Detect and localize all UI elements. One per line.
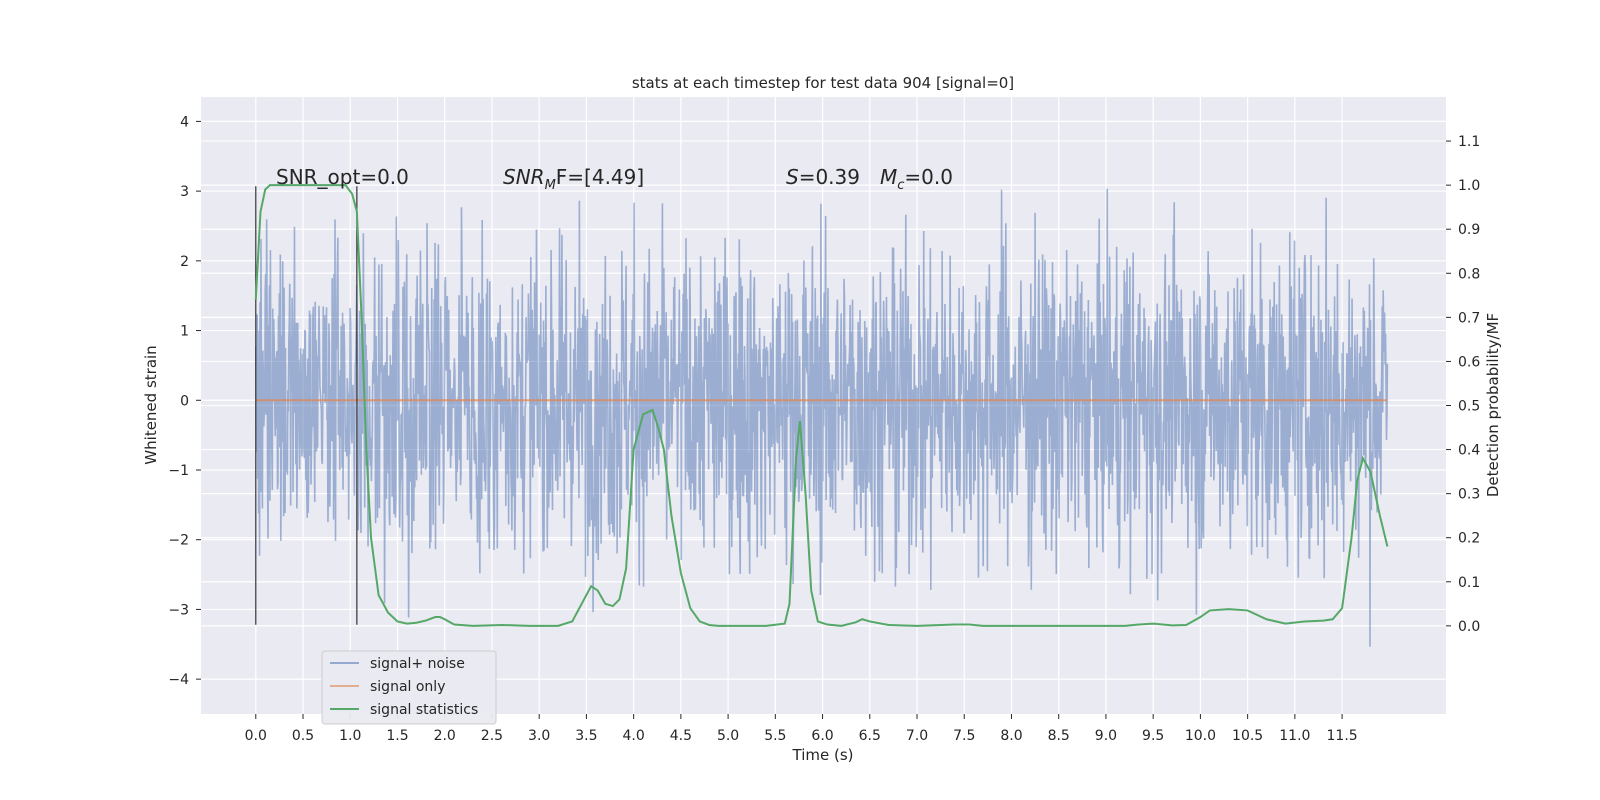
series-signal-noise — [254, 188, 1389, 647]
x-tick-label: 2.5 — [481, 728, 503, 744]
x-tick-label: 7.5 — [953, 728, 975, 744]
x-tick-label: 5.5 — [764, 728, 786, 744]
annotation-snr-opt: SNR_opt=0.0 — [276, 165, 409, 189]
y2-axis-label: Detection probability/MF — [1484, 313, 1502, 497]
x-tick-label: 11.5 — [1327, 728, 1358, 744]
y2-tick-label: 0.9 — [1458, 222, 1480, 238]
y-tick-label: −4 — [168, 672, 189, 688]
y-tick-label: −2 — [168, 533, 189, 549]
x-tick-label: 0.0 — [245, 728, 267, 744]
y2-tick-label: 1.0 — [1458, 178, 1480, 194]
y-axis-ticks: 4 3 2 1 0 −1 −2 −3 −4 — [168, 114, 201, 688]
y2-tick-label: 0.5 — [1458, 399, 1480, 415]
y2-tick-label: 0.6 — [1458, 354, 1480, 370]
y-axis-label: Whitened strain — [142, 345, 160, 464]
annotation-snr-mf: SNRMF=[4.49] — [503, 165, 644, 193]
vertical-markers — [255, 186, 358, 625]
x-tick-label: 6.0 — [811, 728, 833, 744]
x-axis-ticks: 0.0 0.5 1.0 1.5 2.0 2.5 3.0 3.5 4.0 4.5 5.0 5.5 6.0 6… — [245, 714, 1358, 744]
x-tick-label: 10.5 — [1232, 728, 1263, 744]
x-tick-label: 11.0 — [1279, 728, 1310, 744]
x-tick-label: 5.0 — [717, 728, 739, 744]
x-tick-label: 9.5 — [1142, 728, 1164, 744]
legend-box — [321, 650, 497, 725]
y2-axis-ticks: 1.1 1.0 0.9 0.8 0.7 0.6 0.5 0.4 0.3 0.2 0.1 0.0 — [1446, 134, 1480, 635]
chart-title: stats at each timestep for test data 904… — [632, 74, 1014, 92]
y-tick-label: 4 — [180, 114, 189, 130]
legend-entry-signal-noise: signal+ noise — [370, 656, 465, 672]
legend-entry-signal-statistics: signal statistics — [370, 702, 478, 718]
series-signal-statistics — [254, 184, 1389, 627]
y2-tick-label: 0.0 — [1458, 619, 1480, 635]
x-tick-label: 1.5 — [386, 728, 408, 744]
x-tick-label: 3.5 — [575, 728, 597, 744]
y-tick-label: −3 — [168, 602, 189, 618]
x-tick-label: 3.0 — [528, 728, 550, 744]
y2-tick-label: 0.4 — [1458, 443, 1480, 459]
y2-tick-label: 0.1 — [1458, 575, 1480, 591]
annotations: SNR_opt=0.0 SNRMF=[4.49] S=0.39 Mc=0.0 — [276, 165, 953, 193]
y2-tick-label: 0.3 — [1458, 487, 1480, 503]
x-tick-label: 9.0 — [1095, 728, 1117, 744]
annotation-mc: Mc=0.0 — [880, 165, 953, 193]
y2-tick-label: 1.1 — [1458, 134, 1480, 150]
x-tick-label: 0.5 — [292, 728, 314, 744]
annotation-s: S=0.39 — [786, 165, 860, 189]
y2-tick-label: 0.8 — [1458, 266, 1480, 282]
x-tick-label: 6.5 — [859, 728, 881, 744]
x-tick-label: 8.0 — [1000, 728, 1022, 744]
y2-tick-label: 0.2 — [1458, 531, 1480, 547]
x-tick-label: 10.0 — [1185, 728, 1216, 744]
x-tick-label: 2.0 — [434, 728, 456, 744]
y-tick-label: −1 — [168, 463, 189, 479]
y-tick-label: 2 — [180, 254, 189, 270]
x-tick-label: 7.0 — [906, 728, 928, 744]
x-tick-label: 1.0 — [339, 728, 361, 744]
signal-statistics-line — [254, 184, 1389, 627]
legend: signal+ noise signal only signal statist… — [321, 650, 497, 725]
legend-entry-signal-only: signal only — [370, 679, 445, 695]
x-tick-label: 8.5 — [1048, 728, 1070, 744]
signal-noise-line — [254, 188, 1389, 647]
x-axis-label: Time (s) — [792, 746, 854, 764]
y-tick-label: 1 — [180, 324, 189, 340]
y-tick-label: 3 — [180, 184, 189, 200]
y2-tick-label: 0.7 — [1458, 310, 1480, 326]
y-tick-label: 0 — [180, 393, 189, 409]
x-tick-label: 4.5 — [670, 728, 692, 744]
x-tick-label: 4.0 — [622, 728, 644, 744]
